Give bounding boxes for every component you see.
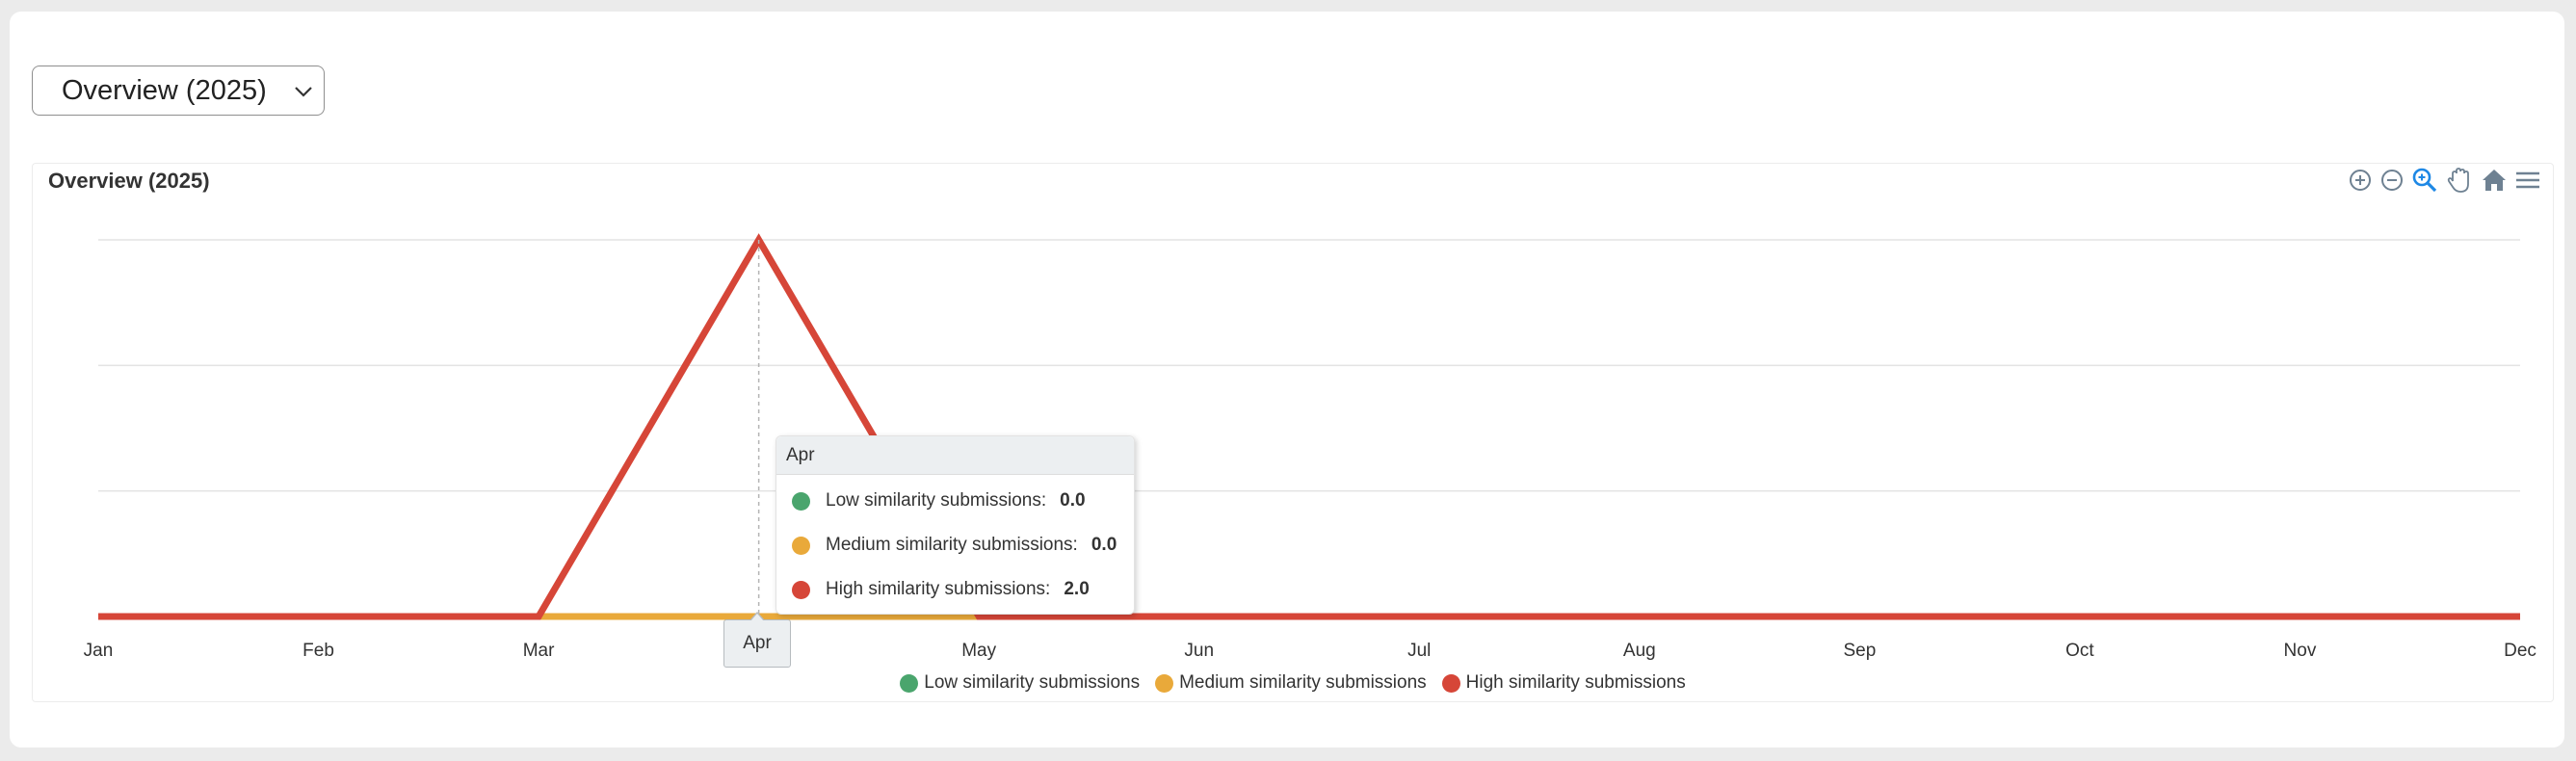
x-tick-label: Jun [1184,641,1214,661]
x-tick-label: May [961,641,996,661]
x-tick-label: Jul [1407,641,1431,661]
selection-zoom-icon[interactable] [2410,166,2439,195]
low-series-marker [792,491,810,511]
x-tick-label: Mar [523,641,555,661]
tooltip-row-low: Low similarity submissions: 0.0 [792,490,1086,512]
x-tick-label: Dec [2504,641,2537,661]
x-tick-label: Feb [302,641,334,661]
pan-icon[interactable] [2444,166,2473,195]
xaxis-tooltip-arrow-fill [750,614,764,621]
x-tick-label: Aug [1623,641,1656,661]
page-card [10,12,2564,748]
legend-marker [900,673,919,693]
tooltip-header: Apr [776,436,1134,475]
chart-panel [32,163,2554,702]
x-tick-label: Jan [84,641,114,661]
x-tick-label: Oct [2065,641,2094,661]
report-period-select[interactable]: Overview (2025) [32,66,325,116]
chart-title: Overview (2025) [48,169,210,193]
tooltip-value: 0.0 [1060,490,1086,511]
tooltip-row-high: High similarity submissions: 2.0 [792,579,1090,600]
tooltip-value: 2.0 [1064,579,1090,599]
series-line-high [98,233,2520,620]
tooltip-value: 0.0 [1091,535,1117,555]
zoom-in-icon[interactable] [2346,166,2375,195]
menu-icon[interactable] [2513,166,2542,195]
series-lines [98,233,2520,620]
legend-item-high[interactable]: High similarity submissions [1441,672,1686,694]
chart-legend: Low similarity submissions Medium simila… [0,672,2576,694]
legend-label: High similarity submissions [1465,672,1686,693]
medium-series-marker [792,536,810,555]
x-axis-labels: JanFebMarAprMayJunJulAugSepOctNovDec [84,641,2537,661]
reset-zoom-home-icon[interactable] [2480,166,2509,195]
legend-marker [1441,673,1460,693]
legend-marker [1155,673,1174,693]
xaxis-tooltip: Apr [723,612,791,668]
tooltip-label: High similarity submissions: [826,579,1051,599]
zoom-out-icon[interactable] [2378,166,2406,195]
tooltip-row-medium: Medium similarity submissions: 0.0 [792,535,1117,556]
select-value: Overview (2025) [62,74,267,106]
tooltip-label: Low similarity submissions: [826,490,1047,511]
tooltip-label: Medium similarity submissions: [826,535,1078,555]
grid-lines [98,239,2520,492]
legend-label: Low similarity submissions [924,672,1141,693]
legend-label: Medium similarity submissions [1179,672,1427,693]
chevron-down-icon [295,87,312,97]
data-tooltip: Apr Low similarity submissions: 0.0 Medi… [775,435,1135,615]
x-tick-label: Nov [2284,641,2317,661]
high-series-marker [792,580,810,599]
legend-item-low[interactable]: Low similarity submissions [900,672,1140,694]
xaxis-tooltip-label: Apr [743,633,772,653]
x-tick-label: Sep [1843,641,1876,661]
legend-item-medium[interactable]: Medium similarity submissions [1155,672,1427,694]
